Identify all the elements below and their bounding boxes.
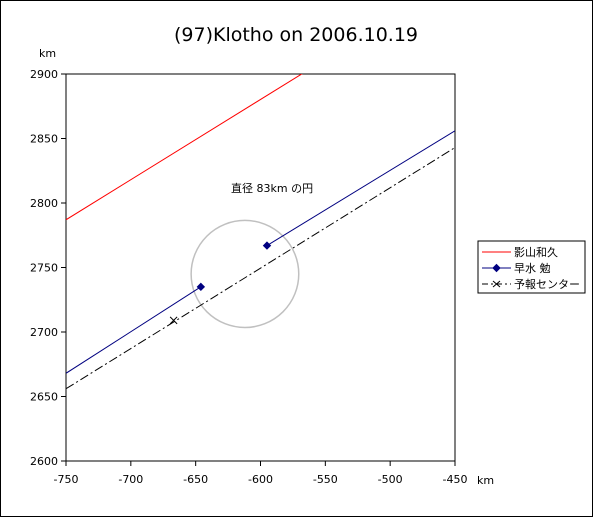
series-0-line	[66, 74, 303, 221]
x-tick-label: -550	[313, 473, 338, 486]
x-tick-label: -450	[443, 473, 468, 486]
diameter-circle	[190, 219, 300, 329]
series-1-line	[266, 130, 455, 246]
chart-title: (97)Klotho on 2006.10.19	[174, 24, 418, 46]
legend-swatch-marker	[492, 263, 501, 273]
x-tick-label: -750	[54, 473, 79, 486]
plot-area	[65, 73, 456, 462]
y-tick-label: 2650	[30, 391, 58, 404]
legend-label: 早水 勉	[514, 261, 551, 275]
legend-item-2: 予報センター	[482, 278, 580, 291]
x-tick-label: -500	[378, 473, 403, 486]
y-axis-label: km	[39, 47, 56, 60]
series-1-point	[196, 282, 206, 292]
circle-annotation: 直径 83km の円	[231, 181, 313, 195]
legend-label: 予報センター	[514, 278, 580, 291]
x-axis: -750 -700 -650 -600 -550 -500 -450	[54, 461, 468, 486]
y-tick-label: 2600	[30, 455, 58, 468]
series-2-line	[66, 147, 455, 390]
series-1-line	[66, 286, 202, 374]
y-tick-label: 2850	[30, 133, 58, 146]
plot-marks	[66, 74, 455, 390]
y-tick-label: 2900	[30, 68, 58, 81]
series-1-point	[262, 241, 272, 250]
legend-label: 影山和久	[514, 246, 558, 259]
y-axis: 2600 2650 2700 2750 2800 2850 2900	[30, 68, 66, 468]
x-axis-label: km	[477, 474, 494, 487]
x-marker-stroke	[169, 316, 178, 325]
x-tick-label: -600	[248, 473, 273, 486]
legend-item-0: 影山和久	[482, 246, 558, 259]
x-tick-label: -650	[183, 473, 208, 486]
series-2-point	[169, 316, 178, 325]
legend-swatch-marker	[492, 280, 501, 288]
y-tick-label: 2750	[30, 262, 58, 275]
x-tick-label: -700	[118, 473, 143, 486]
legend-item-1: 早水 勉	[482, 261, 551, 275]
y-tick-label: 2800	[30, 197, 58, 210]
y-tick-label: 2700	[30, 326, 58, 339]
